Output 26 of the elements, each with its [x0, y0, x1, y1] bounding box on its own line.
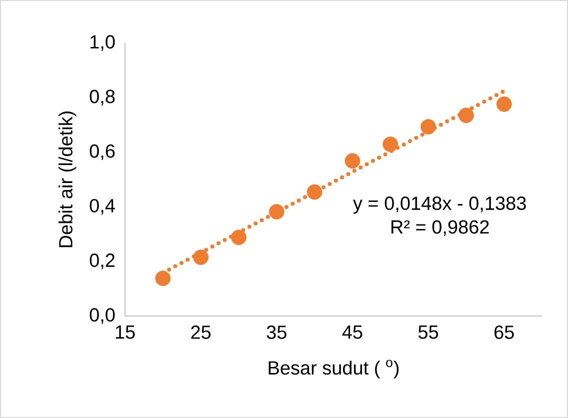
point — [193, 250, 209, 266]
x-tick-label: 25 — [191, 326, 211, 339]
point — [458, 108, 474, 124]
y-axis-title: Debit air (l/detik) — [58, 112, 76, 248]
x-tick-label: 55 — [418, 326, 438, 339]
x-axis-title: Besar sudut ( $^{o}$) — [268, 360, 399, 378]
point — [268, 204, 284, 220]
point — [231, 230, 246, 246]
y-tick-label: 0,0 — [90, 308, 115, 324]
point — [306, 184, 322, 200]
y-tick-label: 0,2 — [90, 254, 115, 270]
x-tick-label: 65 — [494, 326, 514, 339]
annotation: y = 0,0148x - 0,1383 — [353, 196, 526, 214]
annotation: R² = 0,9862 — [391, 220, 489, 236]
x-tick-label: 35 — [266, 326, 286, 339]
point — [420, 119, 436, 135]
point — [344, 153, 360, 169]
y-tick-label: 0,4 — [90, 198, 115, 215]
x-tick-label: 15 — [116, 326, 135, 339]
y-tick-label: 0,6 — [90, 144, 115, 160]
point — [496, 96, 512, 112]
x-tick-label: 45 — [342, 326, 362, 339]
y-tick-label: 0,8 — [90, 90, 115, 106]
point — [382, 136, 398, 152]
y-tick-label: 1,0 — [90, 35, 115, 51]
point — [155, 270, 171, 286]
